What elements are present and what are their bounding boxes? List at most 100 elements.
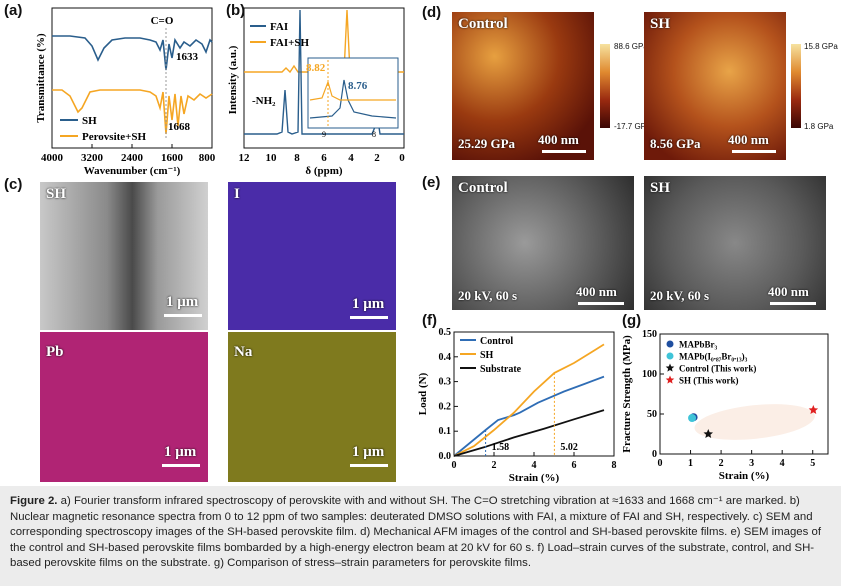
strength-xtick-5: 5 bbox=[810, 458, 815, 469]
eds-pb-scale: 1 μm bbox=[164, 444, 197, 460]
eds-i-scale: 1 μm bbox=[352, 296, 385, 312]
afm-control-colorbar: 88.6 GPa -17.7 GPa bbox=[600, 42, 656, 134]
strength-ytick-0: 0 bbox=[652, 449, 657, 460]
strength-legend-2: Control (This work) bbox=[679, 364, 756, 374]
strength-legend-marker-3 bbox=[665, 375, 675, 384]
strength-point-2 bbox=[703, 429, 713, 438]
afm-sh-image: SH 8.56 GPa 400 nm bbox=[644, 12, 786, 160]
nmr-annotation-876: 8.76 bbox=[348, 80, 368, 92]
load-strain-series-substrate bbox=[453, 409, 605, 457]
sem-sh-title: SH bbox=[46, 186, 67, 202]
panel-b: 8.82 8.76 9 8 -NH₂ FAI FAI+SH 12 10 8 6 … bbox=[222, 0, 414, 180]
afm-sh-cbar-min: 1.8 GPa bbox=[804, 122, 834, 131]
ftir-xtick-4: 800 bbox=[199, 152, 216, 164]
afm-sh-title: SH bbox=[650, 16, 671, 32]
panel-f-label: (f) bbox=[422, 312, 437, 329]
nmr-xtick-1: 10 bbox=[266, 152, 278, 164]
sem-sh-image: SH 1 μm bbox=[40, 182, 208, 330]
figure-caption: Figure 2. a) Fourier transform infrared … bbox=[0, 486, 841, 586]
afm-control-cbar-min: -17.7 GPa bbox=[614, 122, 651, 131]
strength-xtick-1: 1 bbox=[688, 458, 693, 469]
sem-beam-control-scale: 400 nm bbox=[576, 284, 617, 299]
caption-label: Figure 2. bbox=[10, 495, 58, 507]
afm-control-value: 25.29 GPa bbox=[458, 136, 516, 151]
load-strain-xlabel: Strain (%) bbox=[509, 472, 560, 484]
strength-legend-3: SH (This work) bbox=[679, 376, 739, 386]
ftir-sh-curve bbox=[52, 35, 213, 71]
strength-xtick-2: 2 bbox=[719, 458, 724, 469]
sem-beam-sh-scale: 400 nm bbox=[768, 284, 809, 299]
ftir-perovskite-sh-curve bbox=[52, 89, 213, 135]
afm-sh-value: 8.56 GPa bbox=[650, 136, 701, 151]
nmr-xtick-6: 0 bbox=[399, 152, 405, 164]
afm-sh-colorbar: 15.8 GPa 1.8 GPa bbox=[791, 42, 841, 134]
load-strain-series-sh bbox=[453, 343, 605, 457]
strength-legend-1: MAPb(I₀.₈₇Br₀.₁₃)₃ bbox=[679, 352, 748, 362]
strength-ytick-3: 150 bbox=[642, 329, 657, 340]
ftir-x-ticks bbox=[51, 144, 213, 148]
strength-point-1 bbox=[688, 414, 697, 422]
eds-pb-image: Pb 1 μm bbox=[40, 332, 208, 482]
sem-beam-control-condition: 20 kV, 60 s bbox=[458, 288, 518, 303]
strength-ytick-2: 100 bbox=[642, 369, 657, 380]
strength-xtick-4: 4 bbox=[780, 458, 785, 469]
panel-a: 4000 3200 2400 1600 800 Wavenumber (cm⁻¹… bbox=[0, 0, 222, 180]
strength-xtick-0: 0 bbox=[658, 458, 663, 469]
eds-i-scale-bar bbox=[350, 316, 388, 319]
load-strain-ytick-1: 0.1 bbox=[439, 426, 452, 437]
nmr-xtick-2: 8 bbox=[294, 152, 300, 164]
strength-ylabel: Fracture Strength (MPa) bbox=[621, 335, 633, 453]
load-strain-legend-2: Substrate bbox=[480, 364, 522, 375]
ftir-legend-sh: SH bbox=[82, 115, 97, 127]
panel-d-label: (d) bbox=[422, 4, 442, 21]
afm-control-scale: 400 nm bbox=[538, 132, 579, 147]
afm-sh-cbar-max: 15.8 GPa bbox=[804, 42, 838, 51]
panel-e: (e) Control 20 kV, 60 s 400 nm SH 20 kV,… bbox=[418, 172, 841, 312]
eds-na-title: Na bbox=[234, 344, 253, 360]
nmr-xtick-0: 12 bbox=[239, 152, 251, 164]
sem-beam-sh-scale-bar bbox=[770, 302, 816, 305]
ftir-xtick-1: 3200 bbox=[81, 152, 104, 164]
load-strain-legend-0: Control bbox=[480, 336, 513, 347]
ftir-annotation-1633: 1633 bbox=[176, 51, 199, 63]
strength-frame bbox=[659, 333, 829, 455]
strength-legend-marker-2 bbox=[665, 363, 675, 372]
load-strain-xtick-0: 0 bbox=[452, 460, 457, 471]
ftir-legend-perovskite-sh: Perovsite+SH bbox=[82, 131, 147, 143]
eds-i-image: I 1 μm bbox=[228, 182, 396, 330]
nmr-annotation-882: 8.82 bbox=[306, 62, 326, 74]
sem-sh-scale: 1 μm bbox=[166, 294, 199, 310]
ftir-chart: 4000 3200 2400 1600 800 Wavenumber (cm⁻¹… bbox=[35, 7, 216, 177]
strength-xlabel: Strain (%) bbox=[719, 470, 770, 482]
nmr-inset-tick-9: 9 bbox=[322, 130, 326, 139]
sem-beam-sh-title: SH bbox=[650, 180, 671, 196]
load-strain-ylabel: Load (N) bbox=[417, 372, 429, 415]
load-strain-annotation-0: 1.58 bbox=[492, 442, 510, 453]
load-strain-xtick-2: 4 bbox=[532, 460, 537, 471]
strength-xtick-3: 3 bbox=[749, 458, 754, 469]
strength-legend-0: MAPbBr₃ bbox=[679, 340, 717, 350]
nmr-xtick-3: 6 bbox=[321, 152, 327, 164]
ftir-xlabel: Wavenumber (cm⁻¹) bbox=[84, 165, 181, 177]
strength-highlight-region bbox=[694, 404, 815, 440]
nmr-ylabel: Intensity (a.u.) bbox=[227, 45, 239, 114]
eds-pb-scale-bar bbox=[162, 464, 200, 467]
afm-control-title: Control bbox=[458, 16, 508, 32]
caption-text: a) Fourier transform infrared spectrosco… bbox=[10, 495, 821, 569]
panel-a-label: (a) bbox=[4, 2, 23, 19]
load-strain-ytick-2: 0.2 bbox=[439, 401, 452, 412]
panel-c-label: (c) bbox=[4, 176, 23, 193]
panel-e-label: (e) bbox=[422, 174, 441, 191]
load-strain-xtick-3: 6 bbox=[572, 460, 577, 471]
ftir-annotation-1668: 1668 bbox=[168, 121, 191, 133]
load-strain-annotation-1: 5.02 bbox=[560, 442, 578, 453]
strength-point-3 bbox=[808, 405, 819, 414]
afm-control-scale-bar bbox=[542, 150, 586, 153]
sem-beam-control-title: Control bbox=[458, 180, 508, 196]
nmr-xtick-4: 4 bbox=[348, 152, 354, 164]
load-strain-chart: 0 2 4 6 8 0.0 0.1 0.2 0.3 0.4 0.5 Strain (%) Load (N… bbox=[417, 327, 617, 484]
panel-g-label: (g) bbox=[622, 312, 642, 329]
load-strain-xtick-1: 2 bbox=[492, 460, 497, 471]
nmr-xlabel: δ (ppm) bbox=[305, 165, 343, 177]
